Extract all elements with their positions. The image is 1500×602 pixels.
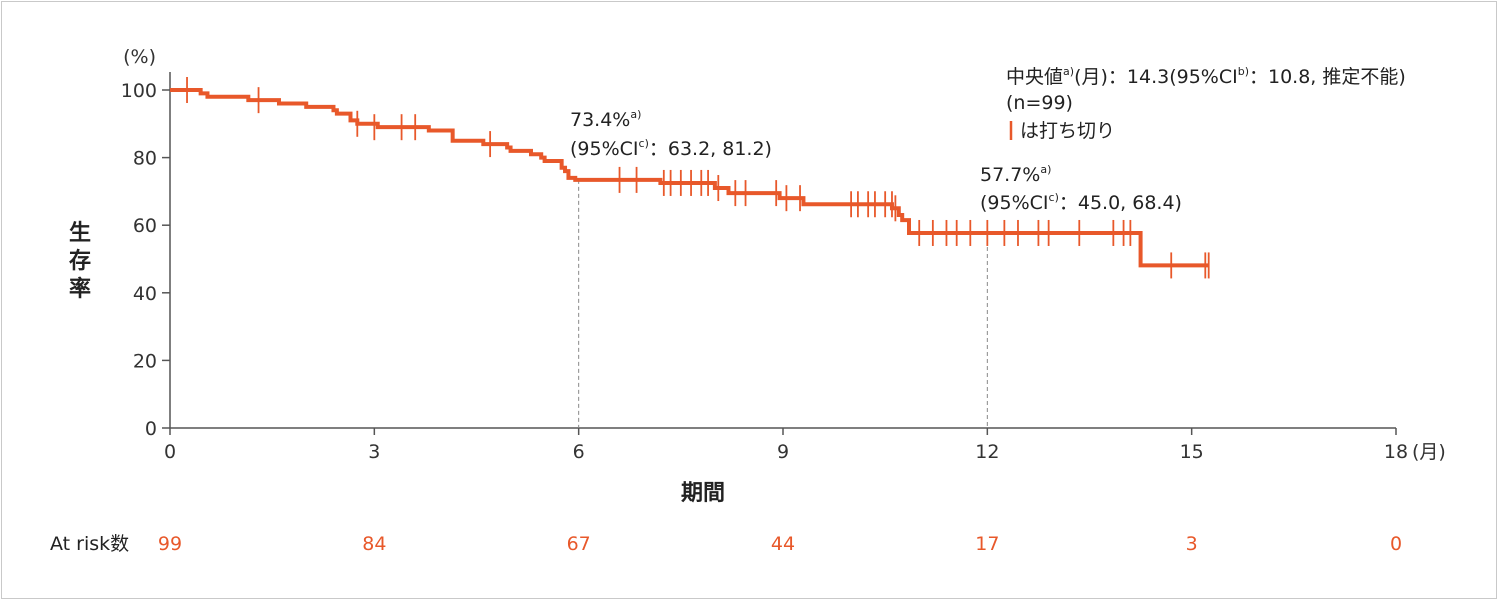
legend: 中央値a)(月)：14.3(95%CIb)：10.8, 推定不能) (n=99)… [1006,65,1406,142]
survival-curve [170,88,1209,268]
annotations: 73.4%a) (95%CIc)：63.2, 81.2) 57.7%a) (95… [570,108,1182,214]
at-risk-value: 0 [1390,533,1402,555]
at-risk-title: At risk数 [50,533,129,555]
survival-curve-group [170,88,1209,268]
x-tick-label: 6 [573,441,585,463]
x-tick-label: 12 [975,441,999,463]
x-axis-title: 期間 [681,481,725,506]
axes [169,72,1396,429]
annotation-12m-ci: (95%CIc)：45.0, 68.4) [980,191,1182,214]
censor-marks [186,77,1210,279]
legend-n-text: (n=99) [1006,92,1073,114]
y-ticks: 0 20 40 60 80 100 [121,80,170,440]
x-ticks: 0 3 6 9 12 15 18 [164,428,1408,463]
at-risk-value: 17 [975,533,999,555]
y-tick-label: 100 [121,80,157,102]
legend-median-text: 中央値a)(月)：14.3(95%CIb)：10.8, 推定不能) [1006,65,1406,88]
x-tick-label: 9 [777,441,789,463]
at-risk-value: 99 [158,533,182,555]
x-tick-label: 18 [1384,441,1408,463]
at-risk-value: 84 [362,533,386,555]
at-risk-table: At risk数 99 84 67 44 17 3 0 [50,533,1402,555]
at-risk-value: 44 [771,533,795,555]
at-risk-value: 67 [567,533,591,555]
x-tick-label: 3 [368,441,380,463]
y-tick-label: 0 [145,418,157,440]
y-tick-label: 80 [133,148,157,170]
y-tick-label: 60 [133,215,157,237]
guide-lines [578,179,988,428]
x-tick-label: 0 [164,441,176,463]
y-axis-title: 生存率 [69,221,91,302]
y-tick-label: 40 [133,283,157,305]
at-risk-value: 3 [1186,533,1198,555]
y-unit-label: (%) [123,46,156,68]
y-tick-label: 20 [133,350,157,372]
x-tick-label: 15 [1180,441,1204,463]
annotation-6m-value: 73.4%a) [570,108,641,131]
annotation-6m-ci: (95%CIc)：63.2, 81.2) [570,137,772,160]
x-unit-label: (月) [1412,441,1446,463]
annotation-12m-value: 57.7%a) [980,163,1051,186]
legend-censor-text: は打ち切り [1020,120,1115,142]
